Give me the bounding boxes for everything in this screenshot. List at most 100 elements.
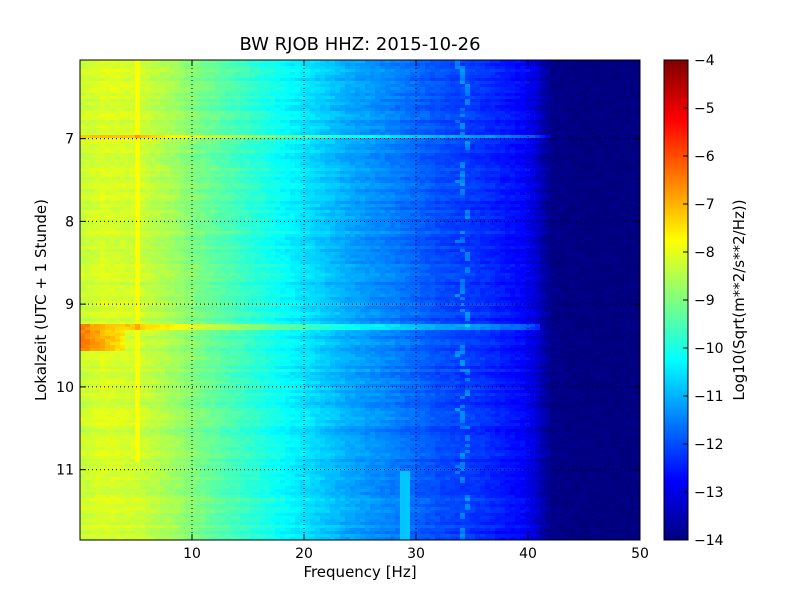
heatmap-cell bbox=[530, 84, 536, 88]
heatmap-cell bbox=[150, 126, 156, 130]
heatmap-cell bbox=[455, 108, 461, 112]
heatmap-cell bbox=[225, 120, 231, 124]
heatmap-cell bbox=[310, 105, 316, 109]
heatmap-cell bbox=[305, 75, 311, 79]
heatmap-cell bbox=[355, 66, 361, 70]
heatmap-cell bbox=[315, 111, 321, 115]
heatmap-cell bbox=[555, 66, 561, 70]
heatmap-cell bbox=[220, 66, 226, 70]
heatmap-cell bbox=[210, 81, 216, 85]
heatmap-cell bbox=[245, 66, 251, 70]
heatmap-cell bbox=[575, 93, 581, 97]
heatmap-cell bbox=[245, 114, 251, 118]
heatmap-cell bbox=[170, 129, 176, 133]
heatmap-cell bbox=[575, 75, 581, 79]
heatmap-cell bbox=[150, 120, 156, 124]
heatmap-cell bbox=[200, 102, 206, 106]
heatmap-cell bbox=[170, 123, 176, 127]
heatmap-cell bbox=[220, 123, 226, 127]
heatmap-cell bbox=[555, 120, 561, 124]
heatmap-cell bbox=[265, 129, 271, 133]
heatmap-cell bbox=[525, 93, 531, 97]
heatmap-cell bbox=[300, 99, 306, 103]
heatmap-cell bbox=[475, 120, 481, 124]
heatmap-cell bbox=[340, 93, 346, 97]
heatmap-cell bbox=[375, 93, 381, 97]
heatmap-cell bbox=[115, 84, 121, 88]
heatmap-cell bbox=[225, 117, 231, 121]
heatmap-cell bbox=[115, 81, 121, 85]
heatmap-cell bbox=[155, 114, 161, 118]
heatmap-cell bbox=[80, 96, 86, 100]
heatmap-cell bbox=[555, 60, 561, 64]
heatmap-cell bbox=[350, 72, 356, 76]
heatmap-cell bbox=[470, 129, 476, 133]
heatmap-cell bbox=[540, 117, 546, 121]
heatmap-cell bbox=[175, 123, 181, 127]
heatmap-cell bbox=[570, 84, 576, 88]
heatmap-cell bbox=[330, 87, 336, 91]
heatmap-cell bbox=[180, 69, 186, 73]
heatmap-cell bbox=[330, 69, 336, 73]
heatmap-cell bbox=[465, 108, 471, 112]
heatmap-cell bbox=[340, 60, 346, 64]
heatmap-cell bbox=[225, 69, 231, 73]
heatmap-cell bbox=[310, 117, 316, 121]
heatmap-cell bbox=[270, 96, 276, 100]
heatmap-cell bbox=[475, 84, 481, 88]
heatmap-cell bbox=[535, 96, 541, 100]
heatmap-cell bbox=[190, 63, 196, 67]
heatmap-cell bbox=[230, 81, 236, 85]
heatmap-cell bbox=[560, 108, 566, 112]
heatmap-cell bbox=[485, 87, 491, 91]
heatmap-cell bbox=[520, 129, 526, 133]
heatmap-cell bbox=[560, 90, 566, 94]
heatmap-cell bbox=[620, 72, 626, 76]
heatmap-cell bbox=[350, 66, 356, 70]
heatmap-cell bbox=[335, 72, 341, 76]
heatmap-cell bbox=[455, 84, 461, 88]
heatmap-cell bbox=[340, 72, 346, 76]
heatmap-cell bbox=[355, 111, 361, 115]
heatmap-cell bbox=[575, 60, 581, 64]
heatmap-cell bbox=[590, 117, 596, 121]
heatmap-cell bbox=[140, 60, 146, 64]
heatmap-cell bbox=[405, 60, 411, 64]
heatmap-cell bbox=[275, 93, 281, 97]
heatmap-cell bbox=[145, 75, 151, 79]
heatmap-cell bbox=[505, 75, 511, 79]
heatmap-cell bbox=[460, 75, 466, 79]
heatmap-cell bbox=[345, 87, 351, 91]
heatmap-cell bbox=[425, 75, 431, 79]
heatmap-cell bbox=[135, 102, 141, 106]
heatmap-cell bbox=[135, 75, 141, 79]
heatmap-cell bbox=[205, 111, 211, 115]
heatmap-cell bbox=[115, 87, 121, 91]
heatmap-cell bbox=[85, 117, 91, 121]
heatmap-cell bbox=[375, 84, 381, 88]
heatmap-cell bbox=[335, 87, 341, 91]
heatmap-cell bbox=[135, 123, 141, 127]
heatmap-cell bbox=[530, 129, 536, 133]
heatmap-cell bbox=[190, 66, 196, 70]
heatmap-cell bbox=[545, 129, 551, 133]
heatmap-cell bbox=[450, 117, 456, 121]
heatmap-cell bbox=[155, 99, 161, 103]
heatmap-cell bbox=[195, 75, 201, 79]
heatmap-cell bbox=[255, 108, 261, 112]
heatmap-cell bbox=[560, 123, 566, 127]
heatmap-cell bbox=[260, 75, 266, 79]
heatmap-cell bbox=[145, 84, 151, 88]
heatmap-cell bbox=[480, 66, 486, 70]
heatmap-cell bbox=[540, 81, 546, 85]
heatmap-cell bbox=[310, 66, 316, 70]
heatmap-cell bbox=[455, 111, 461, 115]
heatmap-cell bbox=[270, 117, 276, 121]
heatmap-cell bbox=[375, 63, 381, 67]
heatmap-cell bbox=[465, 87, 471, 91]
heatmap-cell bbox=[540, 108, 546, 112]
heatmap-cell bbox=[140, 123, 146, 127]
heatmap-cell bbox=[375, 114, 381, 118]
heatmap-cell bbox=[440, 72, 446, 76]
heatmap-cell bbox=[260, 78, 266, 82]
